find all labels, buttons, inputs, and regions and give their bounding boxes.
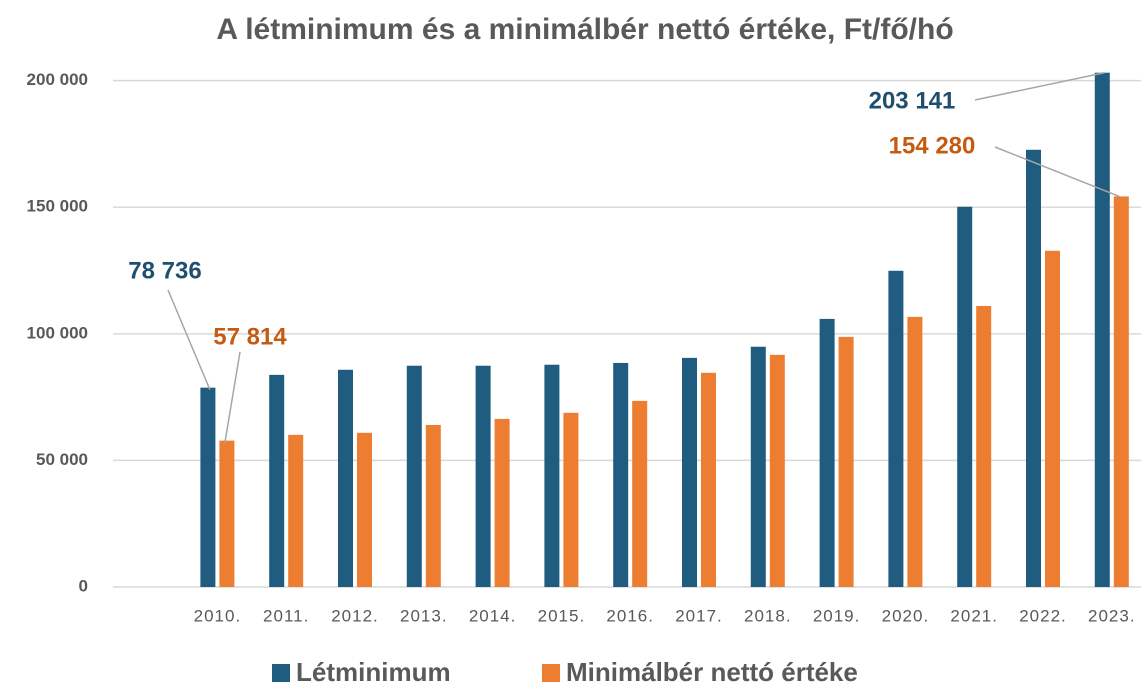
bar: [563, 412, 579, 587]
leader-line: [167, 289, 211, 390]
x-tick-label: 2020.: [882, 606, 930, 625]
y-tick-label: 100 000: [27, 323, 88, 342]
bar: [888, 270, 904, 587]
x-tick-label: 2017.: [675, 606, 723, 625]
bar: [838, 336, 854, 587]
leader-line: [994, 146, 1120, 198]
legend-label: Létminimum: [296, 657, 451, 687]
y-tick-label: 150 000: [27, 197, 88, 216]
x-tick-label: 2014.: [469, 606, 517, 625]
bar: [1113, 196, 1129, 587]
bar: [544, 364, 560, 587]
x-tick-label: 2023.: [1088, 606, 1136, 625]
bar: [682, 357, 697, 587]
data-label: 154 280: [889, 132, 976, 159]
bar: [1045, 250, 1060, 588]
y-tick-label: 0: [79, 576, 88, 595]
x-tick-label: 2022.: [1019, 606, 1067, 625]
bar: [357, 432, 372, 587]
bar: [701, 372, 716, 587]
x-tick-label: 2016.: [606, 606, 654, 625]
legend-label: Minimálbér nettó értéke: [566, 657, 858, 687]
bar: [338, 369, 353, 587]
bar: [957, 206, 973, 588]
bar: [1026, 149, 1041, 587]
bar: [425, 424, 441, 587]
bar: [1094, 72, 1110, 588]
x-tick-label: 2010.: [194, 606, 242, 625]
bar: [269, 374, 285, 587]
y-tick-label: 200 000: [27, 70, 88, 89]
bar: [406, 365, 422, 587]
chart-title: A létminimum és a minimálbér nettó érték…: [216, 13, 953, 46]
y-tick-label: 50 000: [36, 450, 88, 469]
leader-line: [224, 351, 241, 443]
data-label: 57 814: [213, 323, 287, 350]
x-tick-label: 2019.: [813, 606, 861, 625]
x-tick-label: 2011.: [263, 606, 309, 625]
x-tick-label: 2015.: [538, 606, 586, 625]
x-tick-label: 2012.: [331, 606, 379, 625]
bar: [976, 305, 992, 587]
legend-swatch: [542, 664, 560, 682]
leader-line: [974, 71, 1105, 101]
x-tick-label: 2018.: [744, 606, 792, 625]
bar: [613, 362, 629, 587]
data-label: 78 736: [128, 257, 201, 284]
legend-swatch: [272, 664, 290, 682]
bar: [219, 440, 235, 587]
bar: [750, 346, 766, 587]
bar: [475, 365, 491, 587]
bar: [769, 354, 785, 587]
bar: [819, 318, 835, 587]
bar: [907, 316, 923, 587]
bar: [494, 418, 510, 587]
x-tick-label: 2013.: [400, 606, 448, 625]
bar: [200, 387, 216, 587]
x-tick-label: 2021.: [950, 606, 998, 625]
data-label: 203 141: [869, 87, 956, 114]
bar: [288, 434, 304, 587]
bar: [632, 400, 648, 587]
